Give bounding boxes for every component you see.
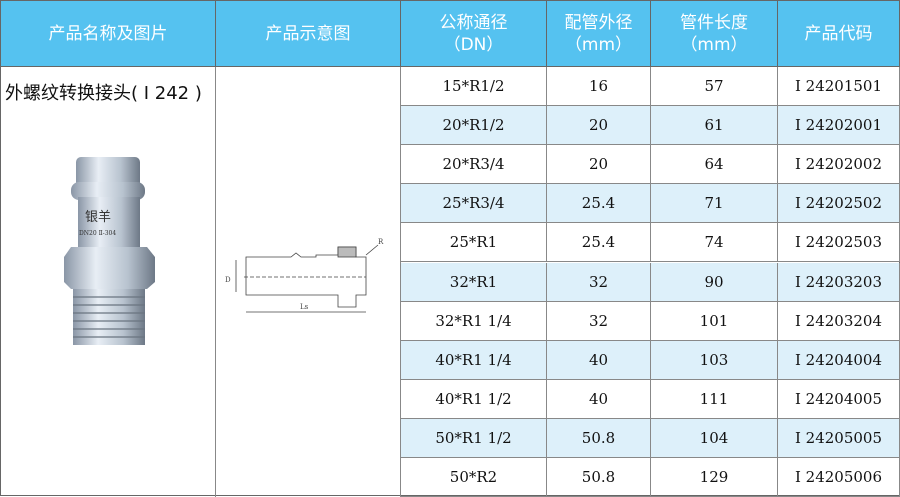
diagram-label-ls: Ls xyxy=(300,303,309,311)
column-header: 产品代码 xyxy=(778,1,900,67)
pipe-od-cell: 25.4 xyxy=(547,184,651,224)
dn-cell: 32*R1 xyxy=(401,262,547,302)
pipe-od-cell: 32 xyxy=(547,301,651,341)
dn-cell: 20*R3/4 xyxy=(401,145,547,185)
dn-cell: 50*R2 xyxy=(401,458,547,497)
header-line1: 公称通径 xyxy=(439,12,508,33)
diagram-label-r: R xyxy=(378,238,384,246)
dn-cell: 25*R1 xyxy=(401,223,547,263)
dn-cell: 25*R3/4 xyxy=(401,184,547,224)
diagram-label-d: D xyxy=(225,276,231,284)
pipe-od-cell: 20 xyxy=(547,145,651,185)
dn-cell: 40*R1 1/2 xyxy=(401,379,547,419)
pipe-od-cell: 50.8 xyxy=(547,458,651,497)
dn-cell: 20*R1/2 xyxy=(401,106,547,146)
length-cell: 129 xyxy=(651,458,778,497)
product-name-cell: 外螺纹转换接头( Ⅰ 242 ) 银羊 DN20 Ⅱ-304 xyxy=(1,67,216,497)
header-line1: 管件长度 xyxy=(680,12,748,33)
header-line2: （mm） xyxy=(564,34,633,55)
fitting-diagram: D Ls R xyxy=(225,238,384,313)
product-code-cell: Ⅰ 24202001 xyxy=(778,106,900,146)
column-header: 公称通径 （DN） xyxy=(401,1,547,67)
photo-sub-marking: DN20 Ⅱ-304 xyxy=(79,230,116,237)
header-line2: （mm） xyxy=(680,34,748,55)
product-photo: 银羊 DN20 Ⅱ-304 xyxy=(64,157,155,345)
length-cell: 111 xyxy=(651,379,778,419)
product-code-cell: Ⅰ 24205006 xyxy=(778,458,900,497)
header-line1: 配管外径 xyxy=(564,12,633,33)
length-cell: 57 xyxy=(651,67,778,107)
product-code-cell: Ⅰ 24204005 xyxy=(778,379,900,419)
length-cell: 64 xyxy=(651,145,778,185)
product-code-cell: Ⅰ 24204004 xyxy=(778,340,900,380)
length-cell: 61 xyxy=(651,106,778,146)
length-cell: 101 xyxy=(651,301,778,341)
product-code-cell: Ⅰ 24205005 xyxy=(778,418,900,458)
column-header: 配管外径 （mm） xyxy=(547,1,651,67)
header-line1: 产品示意图 xyxy=(265,23,351,44)
product-code-cell: Ⅰ 24202502 xyxy=(778,184,900,224)
length-cell: 71 xyxy=(651,184,778,224)
pipe-od-cell: 16 xyxy=(547,67,651,107)
length-cell: 74 xyxy=(651,223,778,263)
dn-cell: 50*R1 1/2 xyxy=(401,418,547,458)
pipe-od-cell: 25.4 xyxy=(547,223,651,263)
length-cell: 104 xyxy=(651,418,778,458)
dn-cell: 40*R1 1/4 xyxy=(401,340,547,380)
product-name: 外螺纹转换接头( Ⅰ 242 ) xyxy=(5,83,202,104)
diagram-cell: D Ls R xyxy=(216,67,401,497)
column-header: 管件长度 （mm） xyxy=(651,1,778,67)
product-code-cell: Ⅰ 24201501 xyxy=(778,67,900,107)
header-line2: （DN） xyxy=(443,34,504,55)
dn-cell: 32*R1 1/4 xyxy=(401,301,547,341)
product-code-cell: Ⅰ 24203203 xyxy=(778,262,900,302)
product-code-cell: Ⅰ 24202002 xyxy=(778,145,900,185)
pipe-od-cell: 40 xyxy=(547,340,651,380)
pipe-od-cell: 50.8 xyxy=(547,418,651,458)
pipe-od-cell: 20 xyxy=(547,106,651,146)
product-code-cell: Ⅰ 24202503 xyxy=(778,223,900,263)
column-header: 产品示意图 xyxy=(216,1,401,67)
length-cell: 90 xyxy=(651,262,778,302)
product-code-cell: Ⅰ 24203204 xyxy=(778,301,900,341)
pipe-od-cell: 32 xyxy=(547,262,651,302)
column-header: 产品名称及图片 xyxy=(1,1,216,67)
header-line1: 产品代码 xyxy=(804,23,873,44)
dn-cell: 15*R1/2 xyxy=(401,67,547,107)
header-line1: 产品名称及图片 xyxy=(48,23,168,44)
pipe-od-cell: 40 xyxy=(547,379,651,419)
length-cell: 103 xyxy=(651,340,778,380)
photo-marking: 银羊 xyxy=(85,209,111,225)
